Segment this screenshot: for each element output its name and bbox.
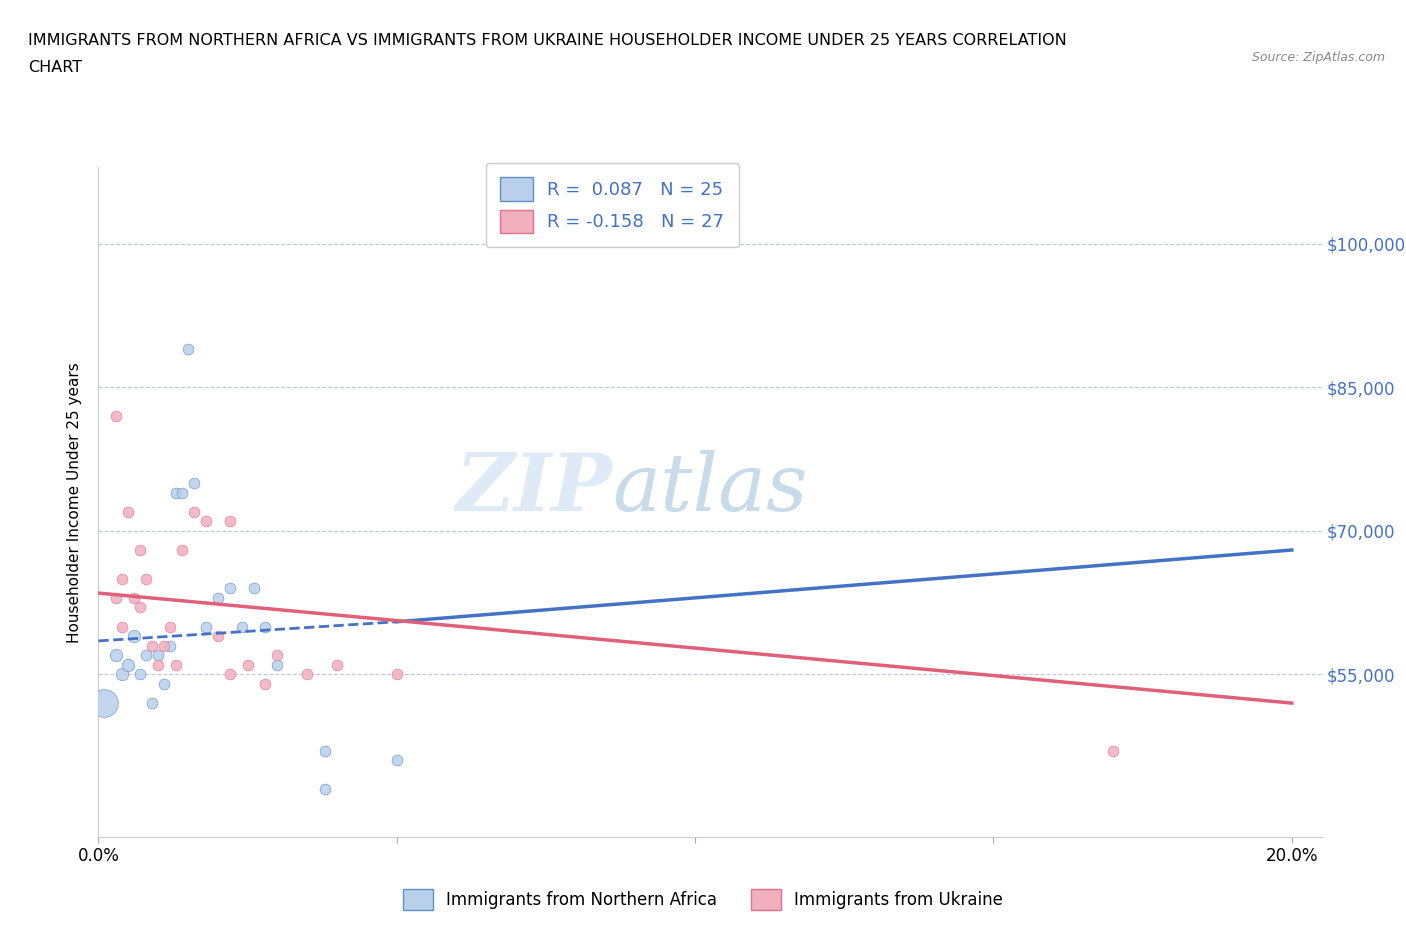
Point	[146, 658, 169, 672]
Point	[266, 648, 288, 663]
Text: Source: ZipAtlas.com: Source: ZipAtlas.com	[1251, 51, 1385, 64]
Point	[385, 667, 408, 682]
Point	[165, 485, 187, 500]
Point	[117, 504, 139, 519]
Legend: R =  0.087   N = 25, R = -0.158   N = 27: R = 0.087 N = 25, R = -0.158 N = 27	[485, 163, 738, 247]
Point	[218, 581, 240, 596]
Text: CHART: CHART	[28, 60, 82, 75]
Y-axis label: Householder Income Under 25 years: Householder Income Under 25 years	[67, 362, 83, 643]
Point	[165, 658, 187, 672]
Point	[135, 648, 157, 663]
Point	[207, 591, 229, 605]
Point	[314, 782, 336, 797]
Point	[254, 676, 277, 691]
Point	[159, 619, 181, 634]
Point	[141, 638, 163, 653]
Point	[135, 571, 157, 586]
Point	[129, 542, 152, 557]
Point	[183, 504, 205, 519]
Point	[231, 619, 253, 634]
Point	[146, 648, 169, 663]
Point	[177, 341, 200, 356]
Point	[218, 667, 240, 682]
Point	[266, 658, 288, 672]
Point	[385, 753, 408, 768]
Point	[93, 696, 115, 711]
Point	[297, 667, 319, 682]
Point	[254, 619, 277, 634]
Point	[314, 743, 336, 758]
Point	[129, 600, 152, 615]
Point	[153, 676, 176, 691]
Point	[153, 638, 176, 653]
Point	[105, 408, 128, 423]
Point	[194, 619, 217, 634]
Point	[122, 629, 145, 644]
Point	[111, 619, 134, 634]
Point	[129, 667, 152, 682]
Point	[111, 571, 134, 586]
Point	[159, 638, 181, 653]
Legend: Immigrants from Northern Africa, Immigrants from Ukraine: Immigrants from Northern Africa, Immigra…	[396, 883, 1010, 917]
Point	[194, 514, 217, 529]
Text: atlas: atlas	[612, 450, 807, 527]
Point	[1101, 743, 1123, 758]
Point	[105, 648, 128, 663]
Point	[326, 658, 349, 672]
Text: ZIP: ZIP	[456, 450, 612, 527]
Point	[236, 658, 259, 672]
Point	[141, 696, 163, 711]
Point	[183, 475, 205, 490]
Point	[242, 581, 264, 596]
Point	[117, 658, 139, 672]
Point	[207, 629, 229, 644]
Point	[105, 591, 128, 605]
Point	[122, 591, 145, 605]
Point	[170, 542, 193, 557]
Point	[111, 667, 134, 682]
Point	[218, 514, 240, 529]
Point	[170, 485, 193, 500]
Text: IMMIGRANTS FROM NORTHERN AFRICA VS IMMIGRANTS FROM UKRAINE HOUSEHOLDER INCOME UN: IMMIGRANTS FROM NORTHERN AFRICA VS IMMIG…	[28, 33, 1067, 47]
